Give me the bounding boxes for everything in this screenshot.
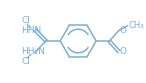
Text: Cl: Cl (21, 57, 30, 66)
Text: HH₂N: HH₂N (21, 47, 45, 56)
Text: CH₃: CH₃ (128, 21, 144, 30)
Text: HHN: HHN (21, 26, 42, 35)
Text: O: O (120, 26, 127, 35)
Text: Cl: Cl (21, 16, 30, 25)
Text: O: O (120, 47, 127, 56)
